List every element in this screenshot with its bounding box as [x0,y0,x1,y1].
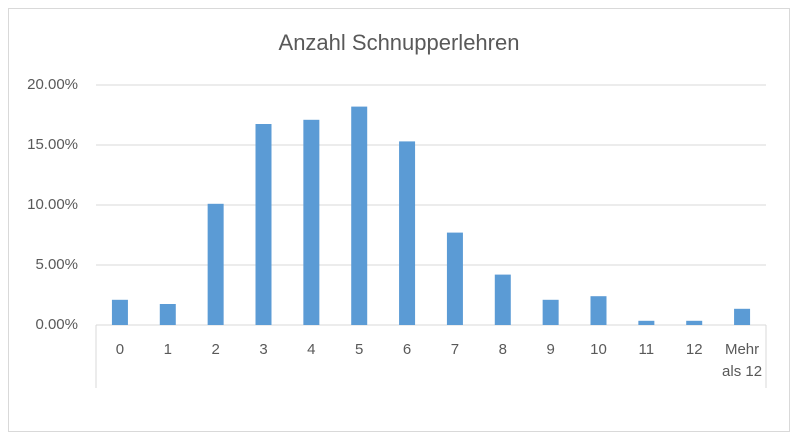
x-tick-label: Mehr als 12 [722,341,763,380]
bar [159,304,176,325]
bar [207,203,224,325]
bar [542,299,559,325]
y-tick-label: 5.00% [35,256,78,273]
bar [303,119,320,325]
bar [111,299,128,325]
x-tick-label: 4 [307,341,316,358]
x-tick-label: 11 [638,341,655,358]
bar [351,106,368,325]
y-tick-label: 15.00% [27,136,78,153]
y-tick-label: 0.00% [35,316,78,333]
bar [590,296,607,325]
x-tick-label: 8 [498,341,507,358]
y-tick-label: 20.00% [27,76,78,93]
x-tick-label: 2 [211,341,220,358]
bar [494,274,511,325]
chart-title: Anzahl Schnupperlehren [279,30,520,55]
bar [255,124,272,325]
bar [734,308,751,325]
x-tick-label: 3 [259,341,268,358]
chart-border [8,8,790,432]
bar [446,232,463,325]
bar [638,320,655,325]
bar [399,141,416,325]
bar [686,320,703,325]
x-tick-label: 0 [115,341,125,358]
x-tick-label: 9 [546,341,555,358]
x-tick-label: 5 [355,341,364,358]
x-tick-label: 1 [163,341,172,358]
x-tick-label: 12 [685,341,703,358]
y-tick-label: 10.00% [27,196,78,213]
x-tick-label: 7 [450,341,460,358]
x-tick-label: 10 [590,341,607,358]
x-tick-label: 6 [402,341,412,358]
